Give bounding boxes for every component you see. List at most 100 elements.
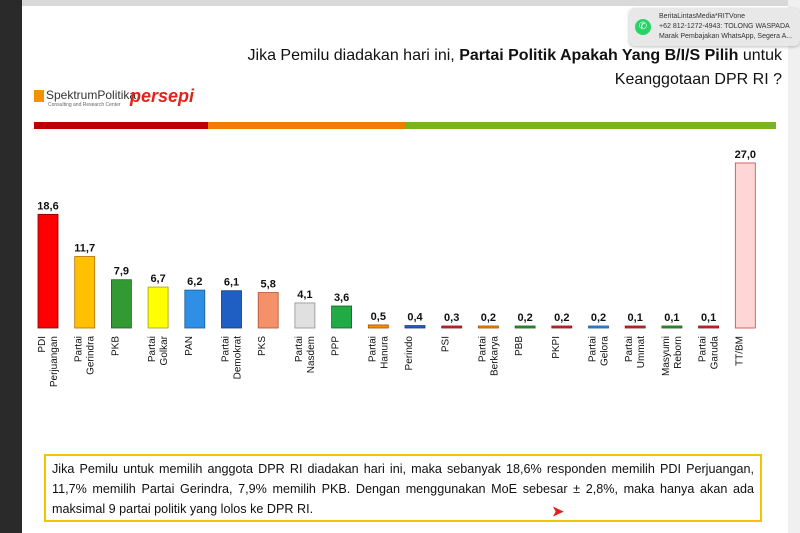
top-border <box>22 0 800 6</box>
left-dark-border <box>0 0 22 533</box>
bar-psi <box>441 325 463 329</box>
value-label: 0,4 <box>407 312 423 324</box>
value-label: 6,7 <box>150 273 165 285</box>
tick-label: Perjuangan <box>49 336 60 387</box>
bar-pbb <box>514 325 536 329</box>
tick-label: Hanura <box>379 336 390 369</box>
bar-partai-garuda <box>698 325 719 329</box>
antaranews-watermark: ➤ANTARANEWS.com <box>552 503 712 520</box>
category-label: PKPI <box>551 336 562 359</box>
bar-ppp <box>331 305 353 329</box>
tick-label: Ummat <box>636 336 647 368</box>
logo-mark-icon <box>34 89 44 102</box>
tick-label: PKS <box>257 336 268 356</box>
bar-pkpi <box>551 325 573 329</box>
value-label: 11,7 <box>74 243 95 255</box>
category-label: Partai Garuda <box>698 336 721 370</box>
color-band-red <box>34 122 208 129</box>
bar-partai-hanura <box>367 324 389 329</box>
tick-label: Partai <box>74 336 85 362</box>
color-band-orange <box>208 122 406 129</box>
category-label: TT/BM <box>734 336 745 366</box>
slide-background <box>22 6 788 533</box>
title-part2: untuk <box>738 47 782 64</box>
title-line2: Keanggotaan DPR RI ? <box>614 71 782 88</box>
tick-label: Masyumi <box>661 336 672 376</box>
notification-sender: BeritaLintasMedia*RITVone <box>659 13 745 20</box>
value-label: 4,1 <box>297 289 312 301</box>
bar-partai-golkar <box>147 286 169 329</box>
watermark-text: ANTARANEWS <box>564 503 675 519</box>
tick-label: Golkar <box>159 335 170 365</box>
value-label: 5,8 <box>261 279 276 291</box>
bar-pan <box>184 289 206 329</box>
tick-label: Perindo <box>404 336 415 371</box>
category-label: Partai Demokrat <box>221 336 244 380</box>
chart-title: Jika Pemilu diadakan hari ini, Partai Po… <box>182 44 782 92</box>
tick-label: PDI <box>37 336 48 353</box>
category-label: Masyumi Reborn <box>661 336 684 376</box>
bar-partai-berkarya <box>477 325 499 329</box>
tick-label: PBB <box>514 336 525 356</box>
title-part1: Jika Pemilu diadakan hari ini, <box>247 47 460 64</box>
category-label: Partai Hanura <box>367 336 390 369</box>
whatsapp-icon: ✆ <box>635 19 651 35</box>
tick-label: Berkarya <box>489 336 500 376</box>
tick-label: PAN <box>184 336 195 356</box>
category-label: Partai Berkarya <box>477 336 500 376</box>
category-label: PSI <box>441 336 452 352</box>
spektrum-politika-logo: SpektrumPolitika Consulting and Research… <box>34 88 136 108</box>
category-label: PKS <box>257 336 268 356</box>
tick-label: Partai <box>588 336 599 362</box>
category-label: Partai Gerindra <box>74 336 97 375</box>
antara-arrow-icon: ➤ <box>552 503 565 519</box>
color-band-green <box>406 122 776 129</box>
tick-label: Partai <box>698 336 709 362</box>
logo2-text: persepi <box>130 86 195 106</box>
category-label: PDI Perjuangan <box>37 336 60 387</box>
bar-pkb <box>111 279 132 329</box>
tick-label: PSI <box>441 336 452 352</box>
value-label: 0,5 <box>371 311 386 323</box>
tick-label: TT/BM <box>734 336 745 366</box>
whatsapp-notification[interactable]: ✆ BeritaLintasMedia*RITVone +62 812-1272… <box>629 8 800 46</box>
value-label: 6,2 <box>187 276 202 288</box>
tick-label: Partai <box>624 336 635 362</box>
tick-label: Demokrat <box>233 336 244 380</box>
value-label: 0,2 <box>481 312 496 324</box>
category-label: Perindo <box>404 336 415 371</box>
notification-line1: +62 812-1272-4943: TOLONG WASPADA <box>659 23 790 30</box>
tick-label: PPP <box>331 336 342 356</box>
category-label: Partai Ummat <box>624 336 647 368</box>
tick-label: Garuda <box>710 336 721 370</box>
tick-label: Partai <box>147 336 158 362</box>
tick-label: PKB <box>110 336 121 356</box>
tick-label: Partai <box>367 336 378 362</box>
value-label: 7,9 <box>114 266 129 278</box>
right-border <box>788 0 800 533</box>
value-label: 27,0 <box>735 149 756 161</box>
value-label: 0,1 <box>664 312 679 324</box>
value-label: 3,6 <box>334 292 349 304</box>
value-label: 0,2 <box>591 312 606 324</box>
bar-partai-gelora <box>588 325 609 329</box>
bar-partai-nasdem <box>294 302 316 329</box>
tick-label: Partai <box>477 336 488 362</box>
value-label: 6,1 <box>224 277 239 289</box>
bar-pdi-perjuangan <box>37 213 59 329</box>
category-label: Partai Nasdem <box>294 336 317 373</box>
tick-label: Partai <box>221 336 232 362</box>
tick-label: Nasdem <box>306 336 317 373</box>
category-label: PAN <box>184 336 195 356</box>
value-label: 0,1 <box>701 312 716 324</box>
value-label: 0,2 <box>517 312 532 324</box>
bar-partai-demokrat <box>221 290 242 329</box>
summary-note: Jika Pemilu untuk memilih anggota DPR RI… <box>44 454 762 522</box>
bar-masyumi-reborn <box>661 325 683 329</box>
category-label: Partai Gelora <box>588 336 611 366</box>
tick-label: PKPI <box>551 336 562 359</box>
category-label: Partai Golkar <box>147 335 170 365</box>
logo1-text: SpektrumPolitika <box>46 88 137 102</box>
tick-label: Reborn <box>673 336 684 369</box>
